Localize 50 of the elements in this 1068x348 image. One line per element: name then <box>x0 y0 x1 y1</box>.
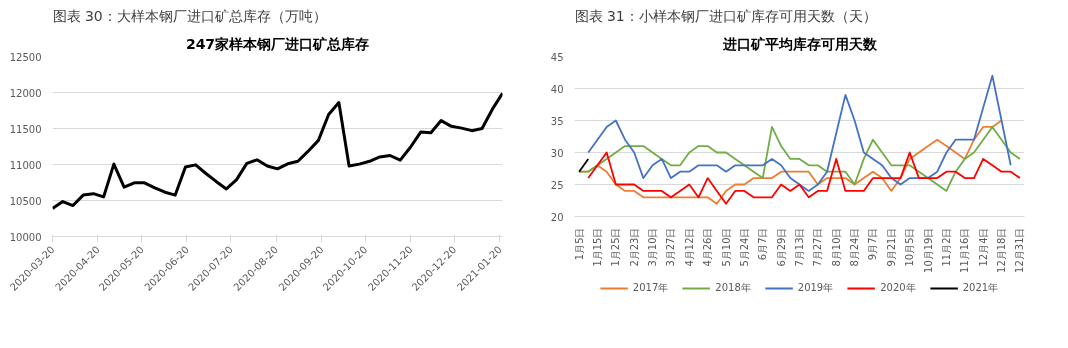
y-tick-label: 10000 <box>9 231 42 243</box>
y-tick-label: 10500 <box>9 195 42 207</box>
line-series <box>578 126 1021 192</box>
x-tick-label: 10月19日 <box>922 227 934 273</box>
legend-label: 2017年 <box>632 281 669 295</box>
x-tick-label: 11月2日 <box>940 227 952 267</box>
x-tick-label: 7月27日 <box>812 227 824 267</box>
y-tick-label: 45 <box>550 51 564 63</box>
y-tick-label: 11000 <box>9 159 42 171</box>
x-tick-label: 8月10日 <box>830 227 842 267</box>
legend-label: 2019年 <box>797 281 834 295</box>
y-tick-label: 20 <box>550 211 564 223</box>
x-tick-label: 12月31日 <box>1014 227 1026 273</box>
x-tick-label: 10月5日 <box>904 227 916 267</box>
y-tick-label: 30 <box>550 147 564 159</box>
chart-subtitle: 进口矿平均库存可用天数 <box>721 35 878 52</box>
x-tick-label: 8月24日 <box>849 227 861 267</box>
x-tick-label: 11月16日 <box>959 227 971 273</box>
y-tick-label: 40 <box>550 83 564 95</box>
chart-subtitle: 247家样本钢厂进口矿总库存 <box>185 35 370 52</box>
line-series <box>52 91 503 210</box>
y-tick-label: 12000 <box>9 87 42 99</box>
y-tick-label: 35 <box>550 115 564 127</box>
x-tick-label: 5月10日 <box>720 227 732 267</box>
x-tick-label: 1月15日 <box>591 227 603 267</box>
x-tick-label: 1月5日 <box>573 227 585 261</box>
legend-label: 2020年 <box>880 281 916 295</box>
y-tick-label: 11500 <box>9 123 42 135</box>
x-tick-label: 1月25日 <box>610 227 622 267</box>
x-tick-label: 3月27日 <box>665 227 677 267</box>
chart-title: 图表 31：小样本钢厂进口矿库存可用天数（天） <box>574 7 877 24</box>
line-series <box>587 74 1012 192</box>
x-tick-label: 7月13日 <box>794 227 805 267</box>
x-tick-label: 9月7日 <box>867 227 879 261</box>
x-tick-label: 6月7日 <box>757 227 769 261</box>
y-tick-label: 12500 <box>9 51 42 63</box>
line-series <box>587 151 1021 205</box>
x-tick-label: 4月12日 <box>683 227 695 267</box>
x-tick-label: 12月18日 <box>996 227 1008 273</box>
x-tick-label: 3月10日 <box>647 227 659 267</box>
x-tick-label: 12月4日 <box>977 227 989 267</box>
x-tick-label: 9月21日 <box>885 227 897 267</box>
legend-label: 2018年 <box>715 281 751 295</box>
x-tick-label: 6月29日 <box>775 227 787 267</box>
y-tick-label: 25 <box>550 179 564 191</box>
chart-title: 图表 30：大样本钢厂进口矿总库存（万吨） <box>52 7 327 24</box>
x-tick-label: 2月23日 <box>628 227 640 267</box>
legend-label: 2021年 <box>962 281 999 295</box>
x-tick-label: 4月26日 <box>702 227 714 267</box>
x-tick-label: 5月24日 <box>738 227 750 267</box>
